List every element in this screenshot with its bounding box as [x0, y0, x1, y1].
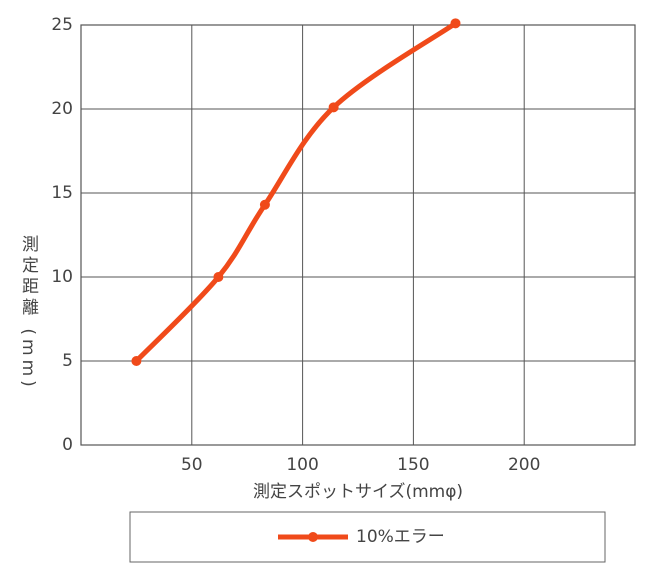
legend-marker: [308, 532, 318, 542]
data-point: [259, 199, 270, 210]
x-axis-label: 測定スポットサイズ(mmφ): [253, 482, 463, 502]
x-tick-label: 150: [397, 455, 429, 475]
y-tick-label: 15: [51, 183, 73, 203]
data-point: [450, 18, 461, 29]
y-tick-label: 10: [51, 267, 73, 287]
data-point: [213, 272, 224, 282]
plot-area: [80, 24, 636, 446]
y-tick-label: 5: [62, 351, 73, 371]
y-tick-label: 20: [51, 99, 73, 119]
x-tick-label: 200: [508, 455, 540, 475]
data-point: [131, 356, 142, 366]
y-tick-label: 25: [51, 15, 73, 35]
y-axis-label: 測定距離 (mm): [18, 235, 39, 391]
legend-box: [129, 511, 606, 563]
x-tick-label: 100: [286, 455, 318, 475]
x-tick-label: 50: [181, 455, 203, 475]
legend-label: 10%エラー: [356, 527, 445, 547]
y-tick-label: 0: [62, 435, 73, 455]
data-point: [328, 102, 339, 113]
